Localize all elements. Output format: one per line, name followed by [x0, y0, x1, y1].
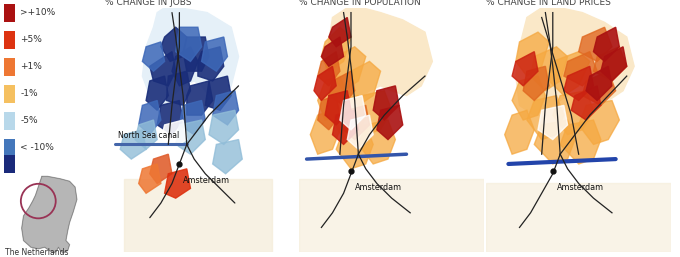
Polygon shape [180, 100, 205, 135]
Polygon shape [183, 37, 209, 71]
Polygon shape [329, 71, 355, 105]
Polygon shape [172, 47, 198, 86]
Polygon shape [527, 96, 564, 140]
Polygon shape [213, 140, 242, 174]
Polygon shape [139, 164, 161, 193]
Polygon shape [198, 47, 224, 81]
Polygon shape [322, 37, 343, 66]
Polygon shape [209, 110, 239, 144]
Polygon shape [124, 179, 272, 252]
Polygon shape [564, 52, 597, 86]
Polygon shape [299, 179, 484, 252]
Polygon shape [213, 91, 239, 125]
Text: % CHANGE IN JOBS: % CHANGE IN JOBS [105, 0, 192, 7]
Polygon shape [340, 96, 366, 130]
Polygon shape [318, 52, 340, 86]
Polygon shape [516, 32, 549, 76]
Text: % CHANGE IN LAND PRICES: % CHANGE IN LAND PRICES [486, 0, 611, 7]
Text: Amsterdam: Amsterdam [556, 183, 604, 192]
Polygon shape [564, 66, 594, 100]
Polygon shape [333, 96, 366, 140]
Bar [3, 4, 15, 22]
Polygon shape [512, 76, 545, 120]
Polygon shape [523, 66, 549, 100]
Polygon shape [582, 71, 615, 105]
Polygon shape [579, 100, 619, 144]
Polygon shape [549, 52, 590, 96]
Polygon shape [553, 91, 594, 135]
Polygon shape [534, 120, 575, 164]
Polygon shape [377, 105, 403, 140]
Text: The Netherlands: The Netherlands [5, 247, 69, 256]
Polygon shape [175, 27, 201, 61]
Bar [3, 139, 15, 157]
Polygon shape [205, 76, 231, 110]
Polygon shape [187, 81, 213, 115]
Text: +1%: +1% [20, 62, 42, 71]
Polygon shape [586, 66, 612, 100]
Bar [3, 31, 15, 49]
Polygon shape [150, 52, 175, 86]
Text: -5%: -5% [20, 116, 38, 125]
Polygon shape [322, 27, 351, 71]
Polygon shape [355, 91, 392, 135]
Polygon shape [594, 47, 627, 81]
Bar [3, 155, 15, 173]
Polygon shape [325, 91, 351, 125]
Polygon shape [579, 27, 612, 61]
Polygon shape [333, 47, 366, 91]
Polygon shape [175, 120, 205, 154]
Polygon shape [530, 47, 568, 91]
Text: +5%: +5% [20, 35, 42, 44]
Polygon shape [333, 110, 358, 144]
Polygon shape [318, 76, 347, 120]
Polygon shape [505, 110, 534, 154]
Text: -1%: -1% [20, 89, 38, 98]
Polygon shape [150, 154, 172, 183]
Polygon shape [201, 37, 228, 71]
Polygon shape [165, 169, 190, 198]
Polygon shape [336, 125, 373, 169]
Polygon shape [157, 100, 183, 135]
Bar [3, 58, 15, 76]
Polygon shape [347, 61, 381, 105]
Polygon shape [139, 100, 161, 135]
Polygon shape [512, 52, 538, 86]
Polygon shape [594, 27, 619, 61]
Text: < -10%: < -10% [20, 143, 54, 152]
Polygon shape [347, 115, 373, 149]
Polygon shape [167, 71, 190, 105]
Polygon shape [142, 8, 239, 105]
Polygon shape [161, 120, 187, 149]
Bar [3, 112, 15, 130]
Polygon shape [329, 17, 351, 47]
Polygon shape [325, 8, 432, 110]
Polygon shape [120, 130, 146, 159]
Polygon shape [486, 183, 671, 252]
Polygon shape [516, 8, 634, 115]
Text: Amsterdam: Amsterdam [355, 183, 402, 192]
Text: >+10%: >+10% [20, 8, 56, 17]
Polygon shape [318, 96, 340, 130]
Polygon shape [343, 105, 369, 140]
Polygon shape [22, 176, 77, 253]
Bar [3, 85, 15, 103]
Polygon shape [601, 47, 627, 81]
Polygon shape [146, 76, 168, 110]
Polygon shape [161, 27, 187, 61]
Polygon shape [314, 66, 336, 100]
Polygon shape [560, 120, 601, 164]
Polygon shape [142, 42, 165, 71]
Text: North Sea canal: North Sea canal [118, 131, 180, 140]
Polygon shape [135, 120, 157, 149]
Text: Amsterdam: Amsterdam [183, 176, 231, 185]
Polygon shape [571, 86, 601, 120]
Text: % CHANGE IN POPULATION: % CHANGE IN POPULATION [299, 0, 421, 7]
Polygon shape [310, 110, 340, 154]
Polygon shape [358, 120, 395, 164]
Polygon shape [373, 86, 399, 120]
Polygon shape [538, 105, 568, 140]
